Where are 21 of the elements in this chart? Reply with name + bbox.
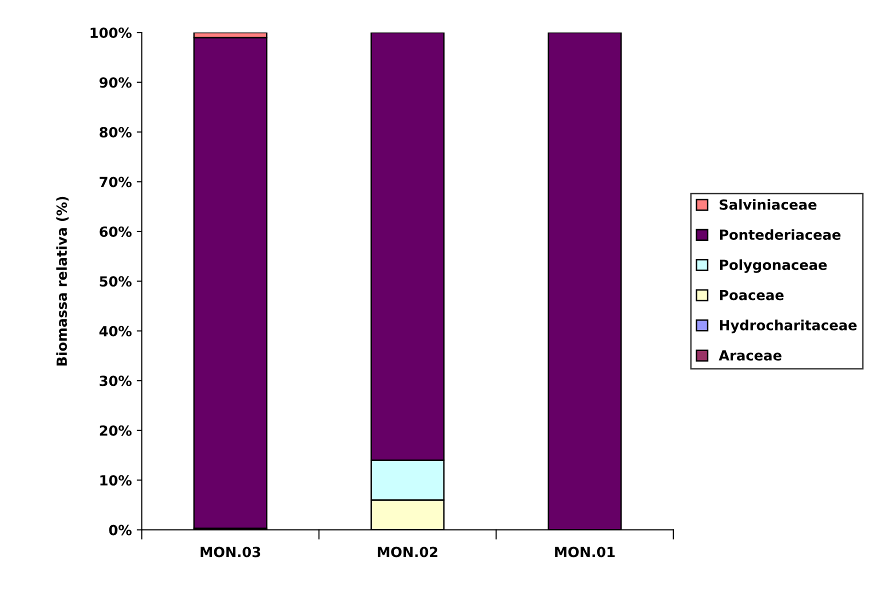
y-axis-title: Biomassa relativa (%) <box>56 196 69 366</box>
legend-label: Hydrocharitaceae <box>720 320 857 334</box>
y-tick-label: 60% <box>100 226 132 237</box>
x-tick-label: MON.02 <box>378 546 438 558</box>
legend-label: Pontederiaceae <box>720 229 840 240</box>
x-tick-label: MON.03 <box>200 546 260 558</box>
y-tick-label: 100% <box>90 28 132 38</box>
y-tick-label: 90% <box>100 77 132 88</box>
x-tick-label: MON.01 <box>555 546 615 558</box>
y-tick-label: 50% <box>100 276 132 287</box>
y-tick-label: 30% <box>100 376 132 386</box>
legend-label: Polygonaceae <box>720 259 827 273</box>
y-tick-label: 0% <box>109 524 132 536</box>
y-tick-label: 10% <box>100 475 132 486</box>
legend-label: Salviniaceae <box>720 199 816 210</box>
legend-label: Poaceae <box>720 290 784 300</box>
y-tick-label: 40% <box>99 326 132 336</box>
y-tick-label: 20% <box>100 425 132 436</box>
legend-label: Araceae <box>718 350 782 361</box>
y-tick-label: 80% <box>100 126 132 138</box>
y-tick-label: 70% <box>100 176 132 188</box>
